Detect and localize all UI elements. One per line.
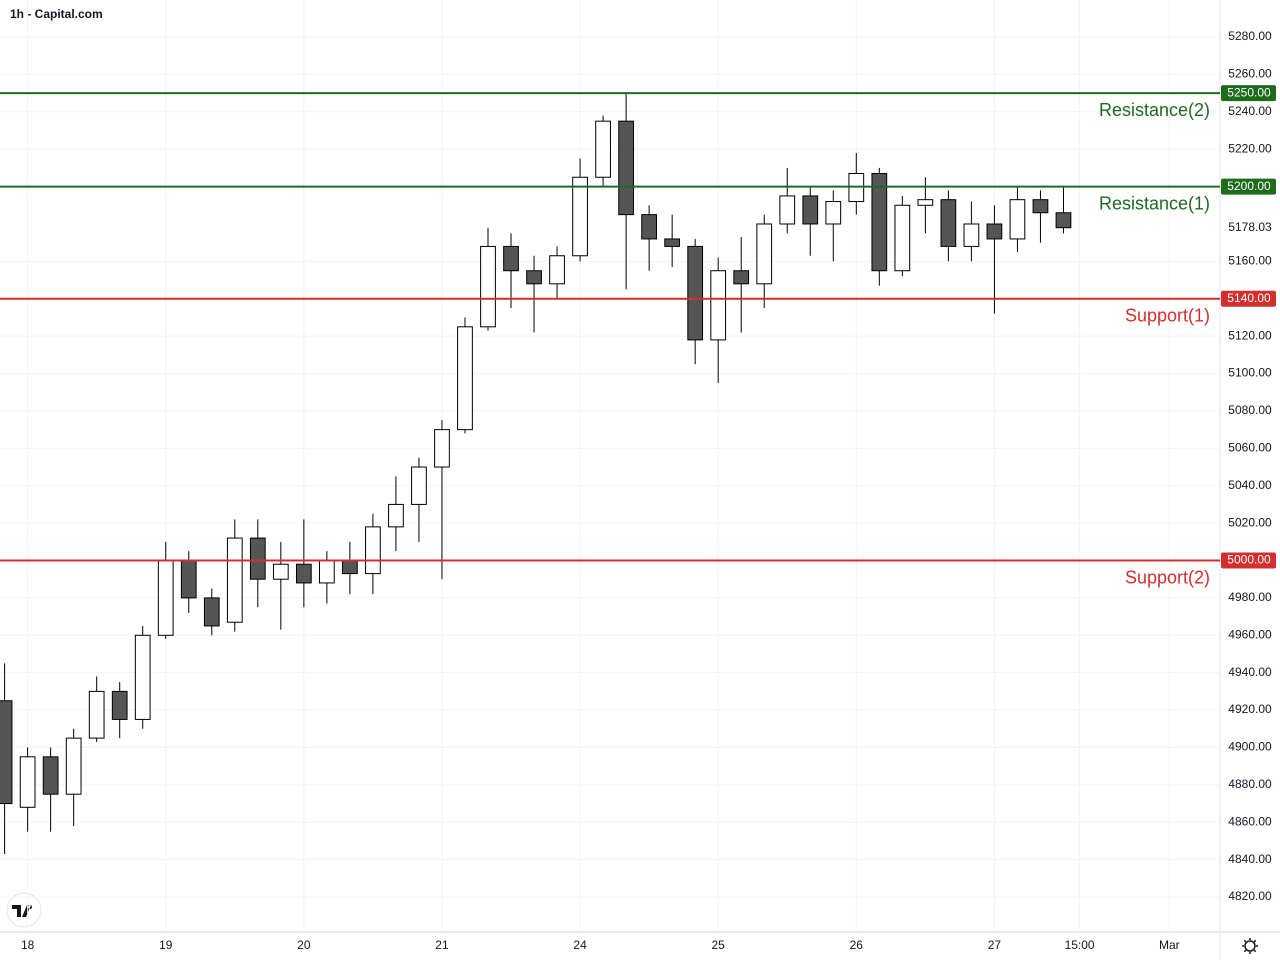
chart-header: 1h - Capital.com: [10, 7, 103, 21]
y-tick-label: 5120.00: [1228, 328, 1272, 342]
candle-body: [342, 560, 358, 575]
candle-body: [157, 560, 174, 636]
x-tick-label: 27: [988, 938, 1002, 952]
price-badge-label: 5140.00: [1227, 291, 1271, 305]
candle-body: [111, 690, 128, 720]
candle-body: [65, 737, 82, 795]
x-tick-label: 24: [573, 938, 587, 952]
grid: [0, 0, 1220, 932]
candle-body: [526, 270, 542, 285]
candle-body: [940, 199, 957, 247]
candle-body: [226, 537, 243, 623]
candle-body: [457, 326, 473, 431]
x-tick-label: 25: [712, 938, 726, 952]
candle-body: [963, 223, 980, 247]
candle-body: [894, 204, 911, 272]
candle-body: [365, 526, 381, 575]
price-badge-label: 5250.00: [1227, 85, 1271, 99]
candle-body: [1032, 199, 1049, 214]
y-tick-label: 4960.00: [1228, 627, 1272, 641]
current-price-label: 5178.03: [1228, 220, 1272, 234]
candle-body: [180, 560, 197, 599]
axes: 5280.00 5260.00 5240.00 5220.00 5160.00 5120.…: [21, 29, 1276, 952]
candle-body: [756, 223, 773, 285]
candle-body: [319, 560, 335, 584]
y-tick-label: 5240.00: [1228, 104, 1272, 118]
candle-body: [1009, 199, 1026, 240]
candle-body: [1055, 212, 1072, 229]
candle-body: [917, 199, 934, 206]
price-badge: [1221, 290, 1276, 307]
x-tick-label: 18: [21, 938, 35, 952]
candle-body: [641, 214, 657, 240]
tv-logo: [6, 892, 42, 928]
price-badge-label: 5200.00: [1227, 179, 1271, 193]
level-label: Support(1): [1125, 306, 1210, 326]
y-tick-label: 5260.00: [1228, 67, 1272, 81]
y-tick-label: 4860.00: [1228, 814, 1272, 828]
candle-body: [871, 172, 888, 272]
candle-body: [480, 245, 496, 328]
y-tick-label: 5100.00: [1228, 366, 1272, 380]
candle-body: [618, 120, 634, 216]
candle-body: [986, 223, 1003, 240]
candle-body: [272, 563, 289, 580]
x-tick-label: 19: [159, 938, 173, 952]
level-label: Resistance(2): [1099, 100, 1210, 120]
y-tick-label: 4880.00: [1228, 777, 1272, 791]
candle-body: [595, 120, 611, 178]
candle-body: [42, 756, 59, 795]
x-tick-label: Mar: [1159, 938, 1180, 952]
plot: Resistance(2) Resistance(1) Support(1) Supp…: [0, 92, 1220, 855]
candle-body: [411, 466, 427, 505]
candle-body: [295, 563, 312, 584]
candle-body: [203, 597, 220, 627]
price-badge: [1221, 552, 1276, 569]
candle-body: [0, 700, 13, 805]
price-badge: [1221, 85, 1276, 102]
candle-body: [549, 255, 565, 285]
candle-body: [134, 634, 151, 720]
y-tick-label: 5160.00: [1228, 254, 1272, 268]
level-label: Support(2): [1125, 567, 1210, 587]
y-tick-label: 5280.00: [1228, 29, 1272, 43]
candle-body: [88, 690, 105, 739]
x-tick-label: 15:00: [1065, 938, 1095, 952]
candle-body: [503, 245, 519, 272]
price-badge: [1221, 178, 1276, 195]
x-tick-label: 20: [297, 938, 311, 952]
y-tick-label: 4900.00: [1228, 740, 1272, 754]
y-tick-label: 5220.00: [1228, 141, 1272, 155]
settings-icon[interactable]: [1242, 938, 1258, 954]
candle-body: [388, 503, 404, 528]
x-tick-label: 26: [850, 938, 864, 952]
candle-body: [687, 245, 704, 341]
candle-body: [802, 195, 819, 225]
candle-body: [733, 270, 750, 285]
candle-body: [710, 270, 727, 341]
y-tick-label: 4920.00: [1228, 702, 1272, 716]
y-tick-label: 5060.00: [1228, 441, 1272, 455]
x-tick-label: 21: [435, 938, 449, 952]
y-tick-label: 5080.00: [1228, 403, 1272, 417]
candle-body: [434, 429, 450, 468]
y-tick-label: 4940.00: [1228, 665, 1272, 679]
candle-body: [664, 238, 681, 247]
candle-body: [779, 195, 796, 225]
y-tick-label: 4840.00: [1228, 852, 1272, 866]
price-badge-label: 5000.00: [1227, 553, 1271, 567]
y-tick-label: 4820.00: [1228, 889, 1272, 903]
candle-body: [249, 537, 266, 580]
y-tick-label: 5020.00: [1228, 515, 1272, 529]
candle-body: [825, 201, 842, 225]
level-label: Resistance(1): [1099, 193, 1210, 213]
y-tick-label: 5040.00: [1228, 478, 1272, 492]
candle-body: [572, 176, 588, 257]
y-tick-label: 4980.00: [1228, 590, 1272, 604]
candle-body: [19, 756, 36, 808]
